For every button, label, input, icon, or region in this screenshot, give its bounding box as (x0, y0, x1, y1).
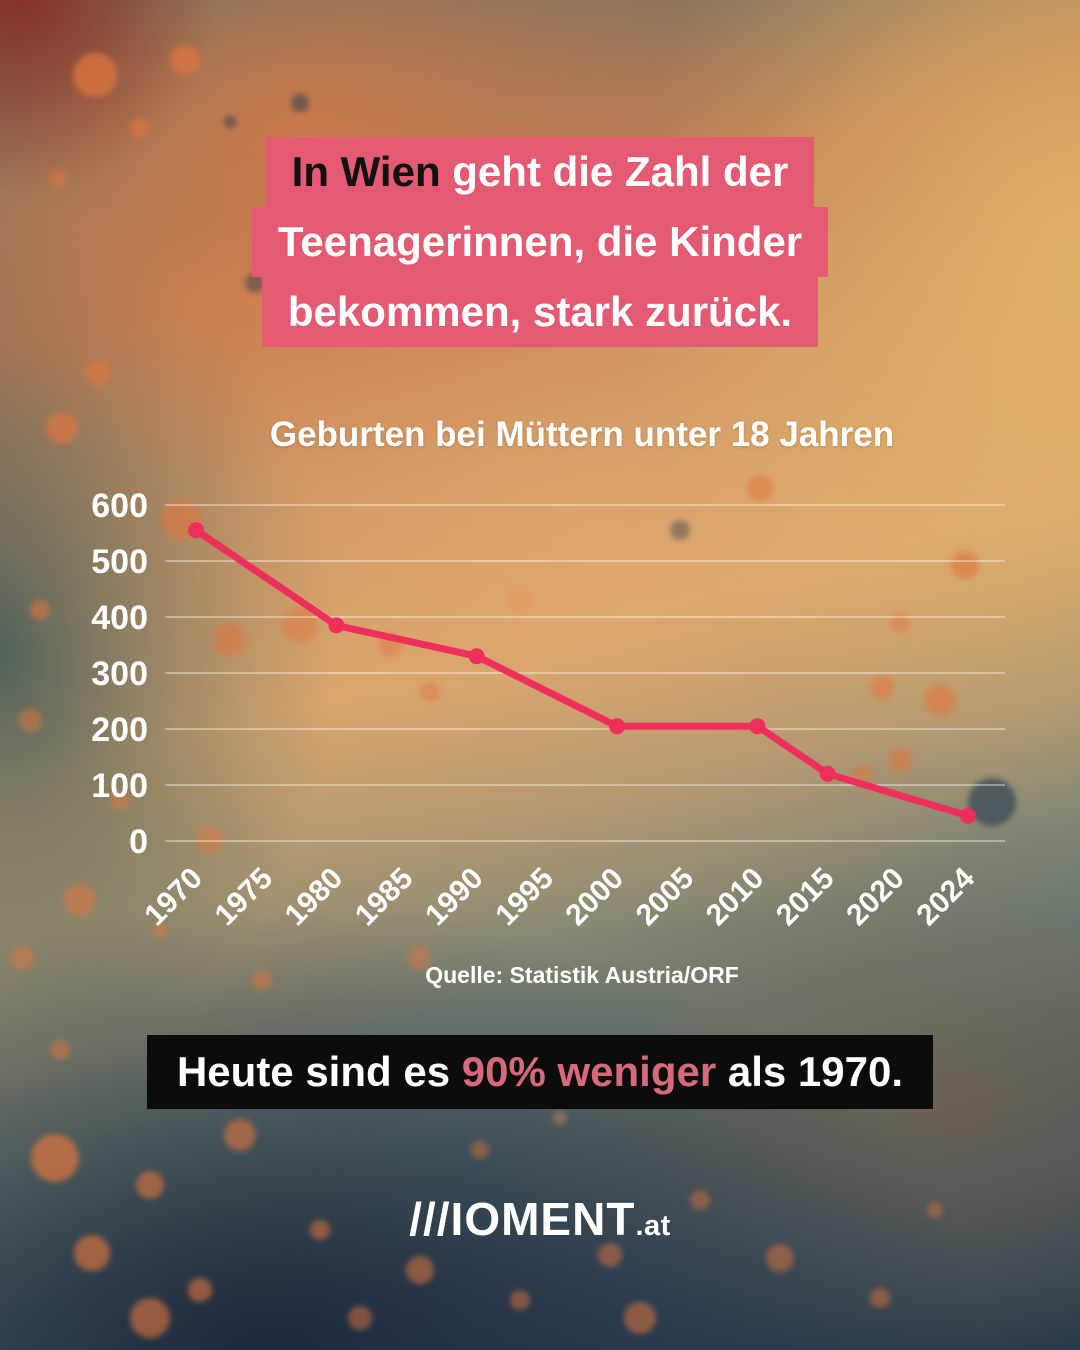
data-point-marker (819, 765, 836, 782)
bokeh-dot (73, 53, 117, 97)
bokeh-dot (598, 1243, 622, 1267)
stat-banner-suffix: als 1970. (716, 1048, 904, 1095)
bokeh-dot (310, 1220, 330, 1240)
bokeh-dot (890, 613, 910, 633)
bokeh-dot (136, 1171, 164, 1199)
data-point-marker (188, 522, 204, 539)
bokeh-dot (64, 884, 96, 916)
bokeh-dot (690, 1190, 710, 1210)
data-point-marker (328, 617, 345, 634)
x-tick-label: 1995 (489, 862, 560, 933)
bokeh-dot (50, 1040, 70, 1060)
x-tick-label: 1975 (209, 862, 280, 933)
headline: In Wien geht die Zahl der Teenagerinnen,… (0, 137, 1080, 347)
bokeh-dot (10, 946, 34, 970)
bokeh-dot (506, 586, 534, 614)
bokeh-dot (188, 1278, 212, 1302)
data-point-marker (468, 648, 485, 665)
headline-line-1-rest: geht die Zahl der (440, 148, 789, 195)
bokeh-dot (49, 169, 67, 187)
bokeh-dot (408, 946, 432, 970)
x-tick-label: 1970 (138, 862, 209, 933)
y-tick-label: 400 (91, 599, 148, 637)
bokeh-dot (85, 360, 111, 386)
headline-line-3: bekommen, stark zurück. (261, 277, 819, 347)
x-tick-label: 1990 (419, 862, 490, 933)
bokeh-dot (888, 748, 912, 772)
bokeh-dot (152, 922, 168, 938)
bokeh-dot (870, 1288, 890, 1308)
x-tick-label: 2024 (910, 861, 981, 932)
y-tick-label: 200 (91, 711, 148, 749)
bokeh-dot (224, 116, 236, 128)
y-tick-label: 0 (129, 823, 148, 861)
bokeh-dot (245, 273, 265, 293)
bokeh-dot (18, 708, 42, 732)
bokeh-dot (348, 1306, 372, 1330)
bokeh-dot (510, 1290, 530, 1310)
bokeh-dot (31, 1134, 79, 1182)
bokeh-dot (624, 1302, 656, 1334)
brand-logo-main: ///IOMENT (409, 1193, 636, 1245)
bokeh-dot (74, 1235, 110, 1271)
bokeh-dot (406, 1256, 434, 1284)
y-tick-label: 300 (91, 655, 148, 693)
x-tick-label: 1980 (279, 862, 350, 933)
x-tick-label: 2005 (630, 862, 701, 933)
bokeh-dot (924, 684, 956, 716)
bokeh-dot (196, 826, 224, 854)
headline-line-1: In Wien geht die Zahl der (265, 137, 815, 207)
x-tick-label: 2000 (560, 862, 631, 933)
data-point-marker (960, 807, 976, 824)
bokeh-dot (951, 551, 979, 579)
x-tick-label: 2010 (700, 862, 771, 933)
stat-banner: Heute sind es 90% weniger als 1970. (146, 1035, 934, 1109)
headline-line-2: Teenagerinnen, die Kinder (251, 207, 829, 277)
stat-banner-prefix: Heute sind es (176, 1048, 462, 1095)
brand-logo: ///IOMENT.at (0, 1192, 1080, 1246)
bokeh-dot (170, 45, 200, 75)
stat-banner-wrap: Heute sind es 90% weniger als 1970. (0, 1035, 1080, 1109)
brand-logo-suffix: .at (635, 1210, 671, 1242)
y-tick-label: 100 (91, 767, 148, 805)
x-tick-label: 2015 (770, 862, 841, 933)
bokeh-dot (30, 600, 50, 620)
bokeh-dot (766, 1244, 794, 1272)
bokeh-dot (130, 1298, 170, 1338)
bokeh-dot (670, 520, 690, 540)
bokeh-dot (224, 1119, 256, 1151)
x-tick-label: 1985 (349, 862, 420, 933)
y-tick-label: 500 (91, 543, 148, 581)
bokeh-dot (471, 1141, 489, 1159)
bokeh-dot (553, 1111, 567, 1125)
bokeh-dot (927, 1202, 943, 1218)
headline-accent: In Wien (291, 148, 441, 195)
bokeh-dot (870, 676, 894, 700)
bokeh-dot (130, 118, 150, 138)
data-point-marker (749, 718, 766, 735)
line-chart: 0 100 200 300 400 500 600 1970 1975 1980 1985 1990 1… (91, 487, 1005, 933)
stat-banner-accent: 90% weniger (461, 1048, 717, 1095)
bokeh-dot (291, 94, 309, 112)
y-tick-label: 600 (91, 487, 148, 525)
bokeh-dot (252, 970, 272, 990)
bokeh-dot (968, 778, 1016, 826)
x-tick-label: 2020 (840, 862, 911, 933)
bokeh-dot (214, 624, 246, 656)
bokeh-dot (747, 475, 773, 501)
bokeh-dot (110, 790, 130, 810)
bokeh-dot (46, 412, 78, 444)
chart-title: Geburten bei Müttern unter 18 Jahren (269, 415, 895, 454)
bokeh-dot (420, 682, 440, 702)
data-point-marker (609, 718, 626, 735)
source-caption: Quelle: Statistik Austria/ORF (425, 962, 739, 988)
